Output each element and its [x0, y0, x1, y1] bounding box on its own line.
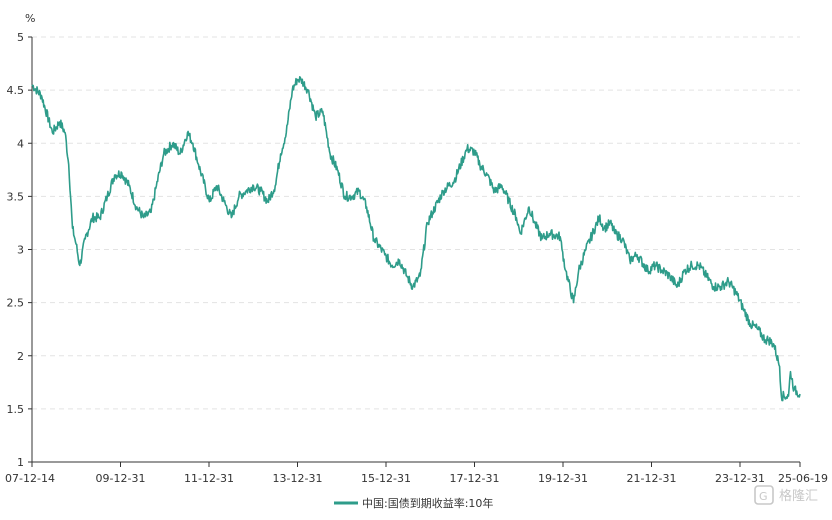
y-tick-label-8: 5 — [17, 31, 24, 44]
legend[interactable]: 中国:国债到期收益率:10年 — [334, 496, 493, 510]
series-line-10y-yield — [31, 76, 801, 402]
x-tick-label-7: 21-12-31 — [627, 472, 677, 485]
y-tick-label-0: 1 — [17, 456, 24, 469]
legend-item[interactable]: 中国:国债到期收益率:10年 — [334, 496, 493, 510]
y-tick-label-1: 1.5 — [7, 403, 25, 416]
y-axis-unit-label: % — [25, 12, 35, 25]
grid-lines — [32, 36, 800, 410]
x-tick-label-5: 17-12-31 — [450, 472, 500, 485]
x-tick-label-6: 19-12-31 — [538, 472, 588, 485]
x-tick-label-9: 25-06-19 — [778, 472, 828, 485]
y-tick-label-5: 3.5 — [7, 190, 25, 203]
x-tick-label-3: 13-12-31 — [273, 472, 323, 485]
x-tick-labels: 07-12-14 09-12-31 11-12-31 13-12-31 15-12-31… — [5, 462, 828, 485]
series-layer — [31, 76, 801, 402]
x-tick-label-2: 11-12-31 — [184, 472, 234, 485]
x-tick-label-8: 23-12-31 — [715, 472, 765, 485]
watermark: G 格隆汇 — [754, 485, 818, 505]
legend-label: 中国:国债到期收益率:10年 — [362, 496, 493, 510]
x-tick-label-4: 15-12-31 — [361, 472, 411, 485]
y-tick-label-7: 4.5 — [7, 84, 25, 97]
watermark-logo-icon-glyph: G — [759, 490, 768, 503]
y-tick-labels: 1 1.5 2 2.5 3 3.5 4 4.5 5 — [7, 31, 32, 469]
watermark-logo-icon — [754, 485, 774, 505]
y-tick-label-6: 4 — [17, 137, 24, 150]
x-tick-label-0: 07-12-14 — [5, 472, 55, 485]
x-tick-label-1: 09-12-31 — [96, 472, 146, 485]
y-tick-label-4: 3 — [17, 244, 24, 257]
y-tick-label-3: 2.5 — [7, 297, 25, 310]
y-tick-label-2: 2 — [17, 350, 24, 363]
watermark-text: 格隆汇 — [779, 488, 818, 504]
